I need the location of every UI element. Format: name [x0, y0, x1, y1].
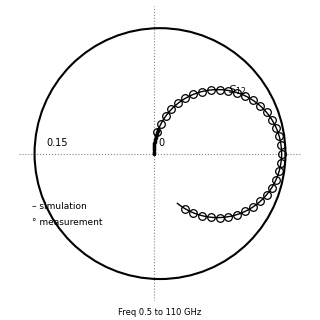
Text: 0: 0 — [159, 139, 165, 148]
Text: ° measurement: ° measurement — [32, 218, 102, 227]
Text: 0.15: 0.15 — [47, 139, 68, 148]
Text: Freq 0.5 to 110 GHz: Freq 0.5 to 110 GHz — [118, 308, 202, 317]
Text: – simulation: – simulation — [32, 202, 87, 211]
Text: $S_{12}$: $S_{12}$ — [228, 83, 246, 97]
